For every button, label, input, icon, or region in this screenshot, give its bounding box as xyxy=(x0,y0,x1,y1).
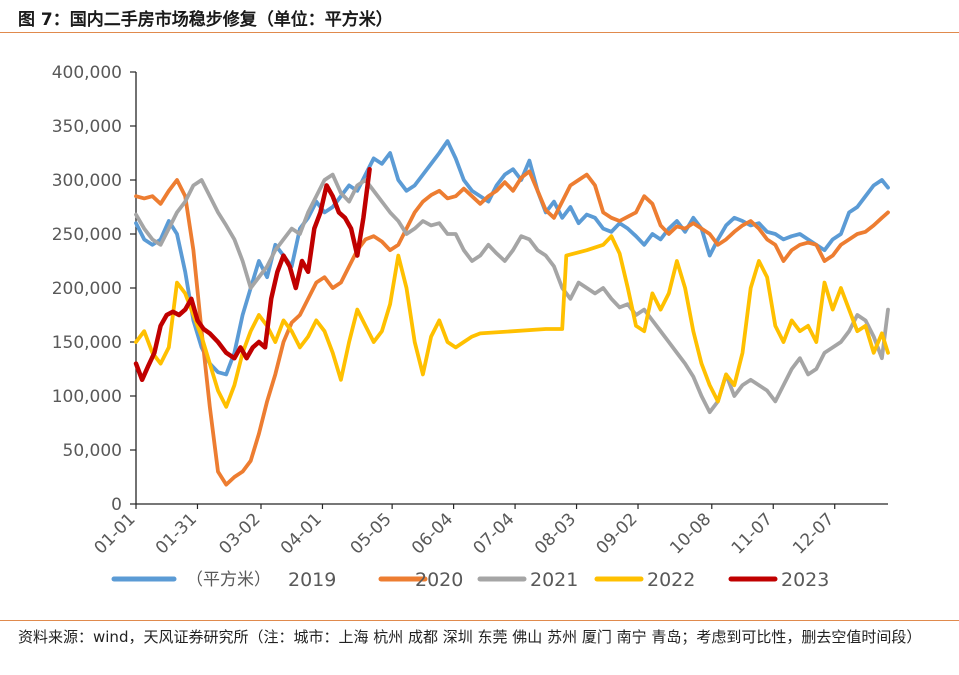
legend-label-2023: 2023 xyxy=(781,569,829,591)
x-tick-label: 12-07 xyxy=(789,509,838,558)
y-tick-label: 300,000 xyxy=(52,171,122,191)
series-line-2023 xyxy=(133,166,372,383)
y-tick-label: 50,000 xyxy=(63,441,122,461)
legend-title: （平方米） xyxy=(186,570,271,590)
legend-label-2022: 2022 xyxy=(647,569,695,591)
series-line-2020 xyxy=(134,169,890,487)
series-line-2021 xyxy=(134,172,890,415)
series-line-2019 xyxy=(134,139,890,377)
y-tick-label: 250,000 xyxy=(52,225,122,245)
y-tick-label: 400,000 xyxy=(52,63,122,83)
title-rule xyxy=(0,32,959,33)
x-axis: 01-01 01-31 03-02 04-01 05-05 06-04 07-04 08-03… xyxy=(90,503,888,558)
y-tick-label: 0 xyxy=(111,495,122,515)
legend-label-2021: 2021 xyxy=(530,569,578,591)
x-tick-label: 04-01 xyxy=(277,509,326,558)
x-tick-label: 10-08 xyxy=(666,509,715,558)
x-tick-label: 06-04 xyxy=(408,509,457,558)
source-rule xyxy=(0,620,959,621)
line-chart: 0 50,000 100,000 150,000 200,000 250,000 300,0… xyxy=(52,63,890,591)
y-tick-label: 100,000 xyxy=(52,387,122,407)
legend-label-2020: 2020 xyxy=(415,569,463,591)
series-lines xyxy=(133,139,890,487)
figure-title: 图 7：国内二手房市场稳步修复（单位：平方米） xyxy=(18,10,393,30)
x-tick-label: 08-03 xyxy=(531,509,580,558)
y-tick-label: 350,000 xyxy=(52,117,122,137)
legend-label-2019: 2019 xyxy=(288,569,336,591)
x-tick-label: 09-02 xyxy=(592,509,641,558)
y-axis: 0 50,000 100,000 150,000 200,000 250,000 300,0… xyxy=(52,63,137,515)
x-tick-label: 01-01 xyxy=(90,509,139,558)
x-tick-label: 01-31 xyxy=(152,509,201,558)
x-tick-label: 11-07 xyxy=(728,509,777,558)
legend: （平方米） 2019 2020 2021 2022 2023 xyxy=(111,569,829,591)
y-tick-label: 150,000 xyxy=(52,333,122,353)
x-tick-label: 05-05 xyxy=(347,509,396,558)
x-tick-label: 03-02 xyxy=(215,509,264,558)
x-tick-label: 07-04 xyxy=(470,509,519,558)
y-tick-label: 200,000 xyxy=(52,279,122,299)
series-line-2022 xyxy=(134,234,890,409)
source-note: 资料来源：wind，天风证券研究所（注：城市：上海 杭州 成都 深圳 东莞 佛山… xyxy=(18,628,922,646)
